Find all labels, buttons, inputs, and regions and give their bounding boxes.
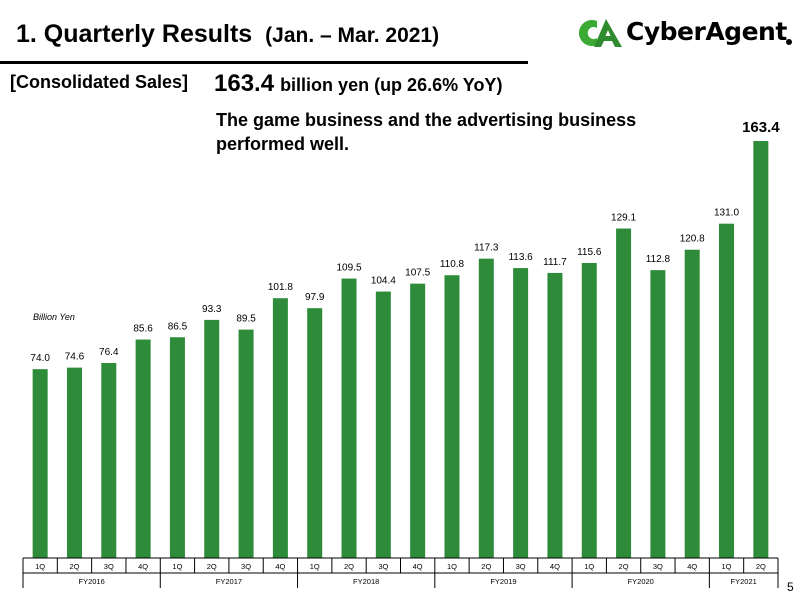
bar-value-label-19: 120.8 [680, 234, 705, 245]
bar-value-label-16: 115.6 [577, 247, 602, 258]
category-tick-label-3: 4Q [138, 562, 148, 571]
bar-value-label-4: 86.5 [168, 321, 188, 332]
category-tick-label-19: 4Q [687, 562, 697, 571]
fiscal-year-label-4: FY2020 [628, 577, 654, 586]
bar-0 [32, 369, 48, 558]
bar-value-label-10: 104.4 [371, 276, 396, 287]
bar-9 [341, 278, 357, 558]
logo-mark-icon [579, 19, 622, 47]
category-tick-label-13: 2Q [481, 562, 491, 571]
bar-value-label-20: 131.0 [714, 208, 739, 219]
fiscal-year-label-1: FY2017 [216, 577, 242, 586]
category-tick-label-14: 3Q [516, 562, 526, 571]
category-tick-label-18: 3Q [653, 562, 663, 571]
sales-headline: 163.4 billion yen (up 26.6% YoY) [214, 70, 502, 98]
category-tick-label-6: 3Q [241, 562, 251, 571]
fiscal-year-label-0: FY2016 [78, 577, 104, 586]
category-tick-label-9: 2Q [344, 562, 354, 571]
bar-value-label-13: 117.3 [474, 243, 499, 254]
bar-20 [719, 223, 735, 559]
logo-wordmark: CyberAgent [626, 17, 787, 46]
bar-10 [375, 291, 391, 558]
bar-13 [478, 258, 494, 558]
category-tick-label-17: 2Q [619, 562, 629, 571]
bar-17 [616, 228, 632, 558]
bar-value-label-11: 107.5 [405, 268, 430, 279]
category-tick-label-16: 1Q [584, 562, 594, 571]
bar-11 [410, 283, 426, 558]
bar-value-label-2: 76.4 [99, 347, 119, 358]
bar-value-label-15: 111.7 [543, 257, 567, 268]
bar-8 [307, 308, 323, 558]
category-tick-label-21: 2Q [756, 562, 766, 571]
category-tick-label-11: 4Q [413, 562, 423, 571]
sales-commentary: The game business and the advertising bu… [216, 110, 637, 154]
bar-19 [684, 249, 700, 558]
title-text: 1. Quarterly Results [16, 20, 253, 48]
bar-16 [581, 262, 597, 558]
bar-value-label-12: 110.8 [440, 259, 465, 270]
bar-7 [272, 298, 288, 558]
bar-value-label-18: 112.8 [646, 254, 671, 265]
category-tick-label-4: 1Q [172, 562, 182, 571]
bar-21 [753, 141, 769, 558]
bar-3 [135, 339, 151, 558]
category-tick-label-5: 2Q [207, 562, 217, 571]
unit-label: Billion Yen [33, 312, 75, 322]
category-tick-label-0: 1Q [35, 562, 45, 571]
bar-15 [547, 272, 563, 558]
bar-1 [66, 367, 82, 558]
bar-value-label-17: 129.1 [611, 213, 636, 224]
category-tick-label-2: 3Q [104, 562, 114, 571]
bar-value-label-7: 101.8 [268, 282, 293, 293]
bar-value-label-21: 163.4 [742, 119, 780, 136]
sales-label: [Consolidated Sales] [10, 72, 189, 92]
category-tick-label-8: 1Q [310, 562, 320, 571]
bar-18 [650, 270, 666, 558]
category-tick-label-10: 3Q [378, 562, 388, 571]
page-title: 1. Quarterly Results (Jan. – Mar. 2021) [16, 20, 439, 49]
fiscal-year-label-2: FY2018 [353, 577, 379, 586]
bar-value-label-6: 89.5 [236, 314, 256, 325]
logo-dot [786, 39, 792, 45]
bar-value-label-14: 113.6 [508, 252, 533, 263]
page-number: 5 [787, 580, 794, 594]
bar-14 [513, 268, 529, 558]
bar-value-label-5: 93.3 [202, 304, 222, 315]
bar-5 [204, 319, 220, 558]
title-underline [0, 61, 528, 64]
category-tick-label-7: 4Q [275, 562, 285, 571]
bar-2 [101, 363, 117, 558]
category-tick-label-1: 2Q [69, 562, 79, 571]
bar-4 [169, 337, 185, 558]
bar-6 [238, 329, 254, 558]
category-tick-label-12: 1Q [447, 562, 457, 571]
bar-value-label-8: 97.9 [305, 292, 325, 303]
bar-value-label-1: 74.6 [65, 352, 85, 363]
sales-suffix: billion yen (up 26.6% YoY) [280, 75, 503, 95]
bar-value-label-0: 74.0 [30, 353, 50, 364]
bar-value-label-9: 109.5 [337, 263, 362, 274]
title-period: (Jan. – Mar. 2021) [265, 24, 440, 47]
bar-value-label-3: 85.6 [133, 324, 153, 335]
fiscal-year-label-5: FY2021 [731, 577, 757, 586]
company-logo: CyberAgent [576, 13, 792, 57]
category-tick-label-15: 4Q [550, 562, 560, 571]
category-tick-label-20: 1Q [722, 562, 732, 571]
bar-12 [444, 275, 460, 558]
sales-value: 163.4 [214, 70, 275, 97]
fiscal-year-label-3: FY2019 [490, 577, 516, 586]
